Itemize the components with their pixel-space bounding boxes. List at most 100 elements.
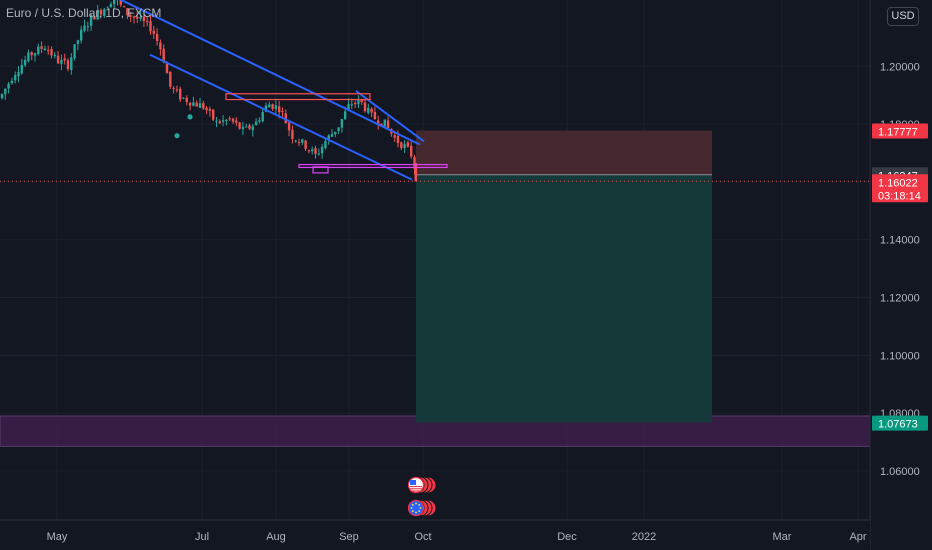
time-tick-label: Dec [557,531,577,543]
candle-body [202,103,205,109]
candle-body [360,99,363,103]
candle-body [195,102,198,107]
candle-body [281,111,284,113]
candle-body [109,4,113,8]
time-axis[interactable]: May Jul Aug Sep Oct Dec 2022 Mar Apr [0,519,870,550]
candle-body [155,33,159,42]
currency-button[interactable]: USD [887,7,919,26]
candle-body [221,120,225,122]
candle-body [363,102,367,112]
symbol-title[interactable]: Euro / U.S. Dollar, 1D, FXCM [6,6,162,20]
last-candle [414,163,418,182]
eu-flag-star [419,507,422,509]
trendline-short [355,90,425,143]
price-tick-label: 1.20000 [880,61,920,73]
candle-body [188,102,192,106]
candle-body [0,94,4,99]
candle-body [324,140,327,149]
price-axis[interactable]: 1.200001.180001.160001.140001.120001.100… [869,0,932,550]
candle-body [225,119,228,121]
us-flag-stripe [410,486,422,488]
candle-body [198,103,202,108]
price-tick-label: 1.12000 [880,293,920,305]
candle-body [334,131,337,135]
candle-body [7,83,10,89]
time-tick-label: May [47,531,68,543]
candle-body [179,88,182,100]
candle-body [327,135,330,141]
candle-body [231,118,235,122]
candle-body [99,10,103,15]
candle-body [314,148,317,154]
candle-body [70,57,73,70]
last-price-tag [872,174,928,203]
time-tick-label: Mar [773,531,792,543]
economic-events[interactable] [407,476,437,517]
candle-body [245,126,248,128]
support-box [298,163,448,169]
candle-body [20,64,23,74]
time-tick-label: Sep [339,531,359,543]
trendline-lower [149,53,413,181]
time-tick-label: Jul [195,531,209,543]
candle-body [17,72,20,77]
last-price-tag-text: 1.16022 [878,177,918,189]
eu-flag-star [415,511,417,514]
candle-body [146,20,149,22]
candle-body [86,26,89,28]
candle-body [192,102,195,106]
candle-body [56,55,60,64]
time-axis-bg [0,520,870,550]
candle-body [73,44,76,59]
candle-body [373,111,377,120]
eu-flag-star [418,503,421,506]
trendline-upper [119,0,421,146]
candle-body [268,104,271,108]
candle-body [4,88,7,95]
candle-body [215,120,218,122]
eu-flag-star [415,502,417,505]
eu-flag-star [410,507,413,509]
candle-body [96,10,99,20]
candle-body [159,42,162,50]
candle-body [10,80,14,84]
candle-body [27,52,30,62]
candle-body [357,98,360,105]
candle-body [396,136,400,144]
candle-body [413,156,416,169]
candle-body [248,125,251,129]
us-flag-stripe [410,488,422,490]
candle-body [83,25,86,31]
candle-body [261,111,264,122]
candle-body [50,49,53,56]
candle-body [152,30,155,34]
price-tick-label: 1.10000 [880,350,920,362]
candle-body [271,104,274,110]
candle-body [380,123,383,126]
drawings [0,0,870,182]
candle-body [287,122,291,131]
candle-body [370,108,373,113]
candle-body [172,87,175,89]
candle-body [235,120,238,123]
candle-body [350,104,353,106]
time-tick-label: Oct [414,531,431,543]
stop-loss-zone [416,130,712,175]
candle-body [344,111,347,120]
candle-body [132,16,136,18]
candle-body [304,140,307,149]
take-profit-zone [416,174,712,423]
candle-body [103,9,106,17]
candle-body [169,71,172,87]
target-price-tag [872,415,928,431]
candle-body [337,127,340,132]
candle-body [278,106,281,113]
time-tick-label: Aug [266,531,286,543]
last-price-tag-text: 03:18:14 [878,190,921,202]
candle-body [139,16,142,19]
candle-body [330,133,334,137]
stop-price-tag-text: 1.17777 [878,127,918,139]
candle-body [136,17,139,19]
